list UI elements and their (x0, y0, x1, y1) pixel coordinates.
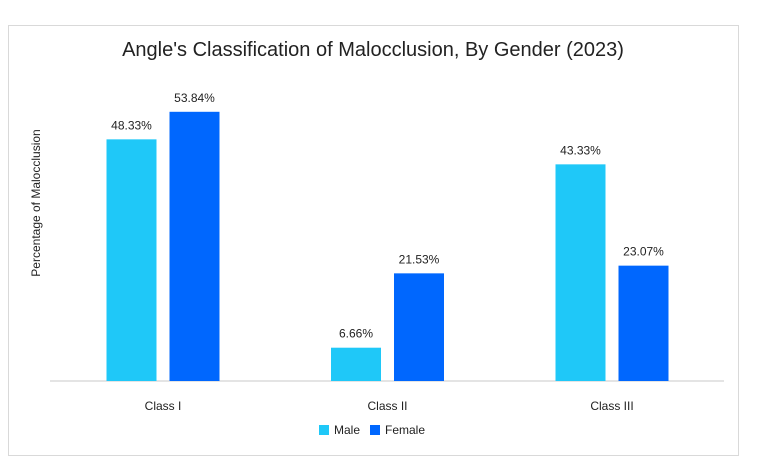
x-tick-label: Class III (590, 399, 633, 413)
x-tick-label: Class I (145, 399, 182, 413)
legend-label-male: Male (334, 423, 360, 437)
bar-male-class-i (106, 139, 157, 381)
x-tick-label: Class II (367, 399, 407, 413)
data-label-female-class-i: 53.84% (174, 91, 215, 105)
bar-male-class-iii (555, 164, 606, 381)
bars-layer: 48.33% 53.84% Class I 6.66% 21.53% Class II 43… (106, 91, 669, 413)
y-axis-label: Percentage of Malocclusion (29, 129, 43, 276)
bar-female-class-ii (394, 273, 444, 381)
data-label-male-class-i: 48.33% (111, 118, 152, 132)
data-label-male-class-iii: 43.33% (560, 143, 601, 157)
legend-label-female: Female (385, 423, 425, 437)
data-label-female-class-ii: 21.53% (399, 252, 440, 266)
legend-swatch-female (370, 425, 380, 435)
data-label-female-class-iii: 23.07% (623, 245, 664, 259)
legend: Male Female (319, 423, 425, 437)
chart-title: Angle's Classification of Malocclusion, … (122, 39, 624, 61)
legend-swatch-male (319, 425, 329, 435)
data-label-male-class-ii: 6.66% (339, 327, 373, 341)
bar-female-class-i (169, 111, 220, 382)
bar-female-class-iii (618, 265, 669, 381)
bar-male-class-ii (331, 347, 381, 381)
